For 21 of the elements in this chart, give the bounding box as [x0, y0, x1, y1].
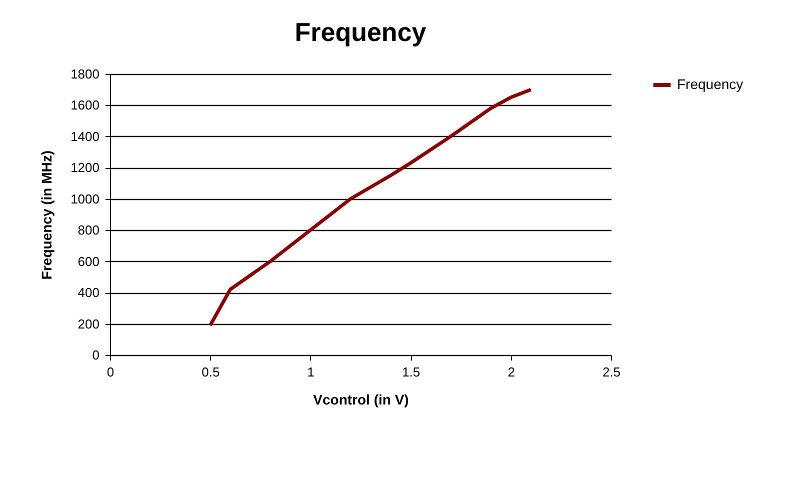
y-axis-title: Frequency (in MHz)	[38, 150, 55, 280]
x-tick-label: 1	[307, 364, 315, 380]
y-tick-label: 200	[78, 316, 100, 332]
y-tick-label: 0	[92, 348, 100, 362]
y-tick-label: 1200	[70, 160, 100, 176]
y-tick-label: 800	[78, 222, 100, 238]
line-series	[208, 88, 533, 328]
chart-title: Frequency	[294, 17, 427, 47]
x-tick-label: 1.5	[402, 364, 420, 380]
y-tick-label: 1400	[70, 128, 100, 144]
y-tick-label: 1600	[70, 98, 100, 113]
y-tick-label: 1000	[70, 191, 100, 206]
x-tick-label: 0.5	[202, 364, 220, 380]
x-tick-label: 2	[508, 364, 515, 380]
x-tick-label: 0	[106, 364, 114, 380]
y-tick-label: 1800	[70, 66, 100, 82]
y-tick-label: 600	[78, 254, 100, 269]
legend-label: Frequency	[677, 76, 744, 92]
x-tick-label: 2.5	[602, 364, 621, 380]
y-tick-label: 400	[78, 285, 100, 300]
x-axis-title: Vcontrol (in V)	[313, 392, 409, 408]
